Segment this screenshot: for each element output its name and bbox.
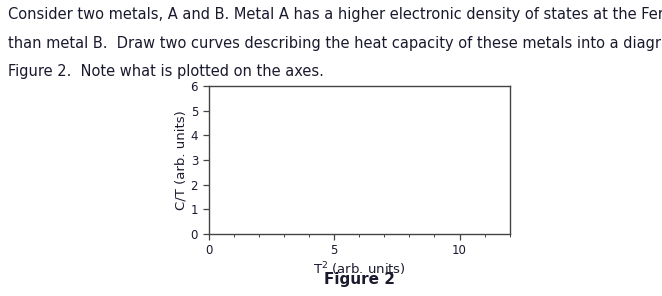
Y-axis label: C/T (arb. units): C/T (arb. units): [175, 110, 188, 210]
Text: Consider two metals, A and B. Metal A has a higher electronic density of states : Consider two metals, A and B. Metal A ha…: [8, 7, 662, 22]
Text: than metal B.  Draw two curves describing the heat capacity of these metals into: than metal B. Draw two curves describing…: [8, 36, 662, 51]
Text: Figure 2.  Note what is plotted on the axes.: Figure 2. Note what is plotted on the ax…: [8, 64, 324, 79]
X-axis label: T$^2$ (arb. units): T$^2$ (arb. units): [312, 260, 406, 278]
Text: Figure 2: Figure 2: [324, 271, 395, 287]
